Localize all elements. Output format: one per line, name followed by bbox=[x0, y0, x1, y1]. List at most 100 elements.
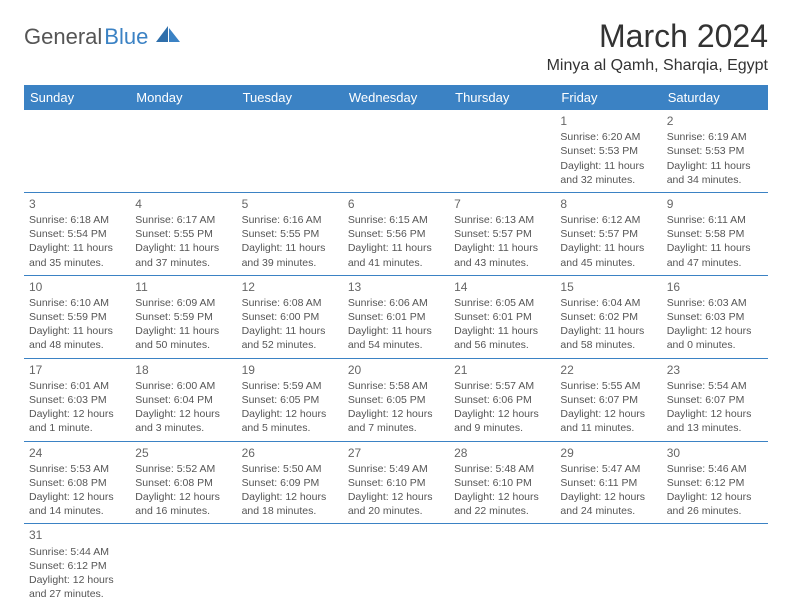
calendar-cell: 25Sunrise: 5:52 AMSunset: 6:08 PMDayligh… bbox=[130, 441, 236, 524]
calendar-cell: 27Sunrise: 5:49 AMSunset: 6:10 PMDayligh… bbox=[343, 441, 449, 524]
calendar-cell: 26Sunrise: 5:50 AMSunset: 6:09 PMDayligh… bbox=[237, 441, 343, 524]
calendar-cell-empty bbox=[130, 110, 236, 192]
day-header: Thursday bbox=[449, 85, 555, 110]
calendar-table: Sunday Monday Tuesday Wednesday Thursday… bbox=[24, 85, 768, 606]
calendar-cell: 29Sunrise: 5:47 AMSunset: 6:11 PMDayligh… bbox=[555, 441, 661, 524]
calendar-cell: 11Sunrise: 6:09 AMSunset: 5:59 PMDayligh… bbox=[130, 275, 236, 358]
day-number: 15 bbox=[560, 279, 656, 295]
sunrise-text: Sunrise: 6:15 AM bbox=[348, 213, 444, 227]
day-number: 13 bbox=[348, 279, 444, 295]
calendar-cell: 21Sunrise: 5:57 AMSunset: 6:06 PMDayligh… bbox=[449, 358, 555, 441]
location: Minya al Qamh, Sharqia, Egypt bbox=[547, 57, 768, 75]
calendar-cell: 3Sunrise: 6:18 AMSunset: 5:54 PMDaylight… bbox=[24, 192, 130, 275]
day-number: 11 bbox=[135, 279, 231, 295]
day-number: 27 bbox=[348, 445, 444, 461]
sunrise-text: Sunrise: 6:16 AM bbox=[242, 213, 338, 227]
sunset-text: Sunset: 5:58 PM bbox=[667, 227, 763, 241]
sunset-text: Sunset: 5:59 PM bbox=[29, 310, 125, 324]
sunrise-text: Sunrise: 5:50 AM bbox=[242, 462, 338, 476]
day-number: 28 bbox=[454, 445, 550, 461]
day-number: 14 bbox=[454, 279, 550, 295]
sunset-text: Sunset: 6:05 PM bbox=[348, 393, 444, 407]
sunrise-text: Sunrise: 6:12 AM bbox=[560, 213, 656, 227]
sunset-text: Sunset: 6:12 PM bbox=[29, 559, 125, 573]
sunrise-text: Sunrise: 6:11 AM bbox=[667, 213, 763, 227]
sunset-text: Sunset: 5:57 PM bbox=[560, 227, 656, 241]
daylight-text: Daylight: 11 hours and 32 minutes. bbox=[560, 159, 656, 187]
sunset-text: Sunset: 6:10 PM bbox=[454, 476, 550, 490]
daylight-text: Daylight: 12 hours and 26 minutes. bbox=[667, 490, 763, 518]
daylight-text: Daylight: 12 hours and 0 minutes. bbox=[667, 324, 763, 352]
calendar-cell: 16Sunrise: 6:03 AMSunset: 6:03 PMDayligh… bbox=[662, 275, 768, 358]
daylight-text: Daylight: 12 hours and 5 minutes. bbox=[242, 407, 338, 435]
day-number: 20 bbox=[348, 362, 444, 378]
sunset-text: Sunset: 6:03 PM bbox=[667, 310, 763, 324]
day-number: 24 bbox=[29, 445, 125, 461]
sunrise-text: Sunrise: 5:53 AM bbox=[29, 462, 125, 476]
day-number: 23 bbox=[667, 362, 763, 378]
calendar-cell: 10Sunrise: 6:10 AMSunset: 5:59 PMDayligh… bbox=[24, 275, 130, 358]
calendar-cell-empty bbox=[130, 524, 236, 606]
header: GeneralBlue March 2024 Minya al Qamh, Sh… bbox=[24, 18, 768, 81]
daylight-text: Daylight: 11 hours and 52 minutes. bbox=[242, 324, 338, 352]
calendar-cell: 28Sunrise: 5:48 AMSunset: 6:10 PMDayligh… bbox=[449, 441, 555, 524]
sunset-text: Sunset: 5:55 PM bbox=[135, 227, 231, 241]
sunset-text: Sunset: 6:08 PM bbox=[29, 476, 125, 490]
sunrise-text: Sunrise: 5:55 AM bbox=[560, 379, 656, 393]
day-header: Sunday bbox=[24, 85, 130, 110]
sunrise-text: Sunrise: 5:46 AM bbox=[667, 462, 763, 476]
daylight-text: Daylight: 12 hours and 24 minutes. bbox=[560, 490, 656, 518]
calendar-cell: 9Sunrise: 6:11 AMSunset: 5:58 PMDaylight… bbox=[662, 192, 768, 275]
calendar-cell: 7Sunrise: 6:13 AMSunset: 5:57 PMDaylight… bbox=[449, 192, 555, 275]
day-number: 12 bbox=[242, 279, 338, 295]
sunset-text: Sunset: 5:57 PM bbox=[454, 227, 550, 241]
sunrise-text: Sunrise: 6:08 AM bbox=[242, 296, 338, 310]
day-number: 8 bbox=[560, 196, 656, 212]
daylight-text: Daylight: 11 hours and 54 minutes. bbox=[348, 324, 444, 352]
day-number: 21 bbox=[454, 362, 550, 378]
sunset-text: Sunset: 6:03 PM bbox=[29, 393, 125, 407]
day-number: 7 bbox=[454, 196, 550, 212]
sunset-text: Sunset: 6:12 PM bbox=[667, 476, 763, 490]
sunset-text: Sunset: 5:59 PM bbox=[135, 310, 231, 324]
sunset-text: Sunset: 6:02 PM bbox=[560, 310, 656, 324]
sunset-text: Sunset: 6:06 PM bbox=[454, 393, 550, 407]
calendar-cell: 4Sunrise: 6:17 AMSunset: 5:55 PMDaylight… bbox=[130, 192, 236, 275]
day-number: 6 bbox=[348, 196, 444, 212]
calendar-cell-empty bbox=[449, 524, 555, 606]
month-title: March 2024 bbox=[547, 18, 768, 55]
sunset-text: Sunset: 6:01 PM bbox=[348, 310, 444, 324]
sunset-text: Sunset: 6:05 PM bbox=[242, 393, 338, 407]
logo-text-2: Blue bbox=[104, 24, 148, 50]
sunrise-text: Sunrise: 6:01 AM bbox=[29, 379, 125, 393]
day-number: 31 bbox=[29, 527, 125, 543]
day-number: 5 bbox=[242, 196, 338, 212]
sunrise-text: Sunrise: 5:48 AM bbox=[454, 462, 550, 476]
sunset-text: Sunset: 6:11 PM bbox=[560, 476, 656, 490]
calendar-cell-empty bbox=[24, 110, 130, 192]
calendar-cell: 1Sunrise: 6:20 AMSunset: 5:53 PMDaylight… bbox=[555, 110, 661, 192]
day-header: Tuesday bbox=[237, 85, 343, 110]
daylight-text: Daylight: 11 hours and 47 minutes. bbox=[667, 241, 763, 269]
day-header: Monday bbox=[130, 85, 236, 110]
sunset-text: Sunset: 6:10 PM bbox=[348, 476, 444, 490]
sunrise-text: Sunrise: 5:58 AM bbox=[348, 379, 444, 393]
calendar-cell-empty bbox=[343, 110, 449, 192]
day-number: 2 bbox=[667, 113, 763, 129]
day-number: 3 bbox=[29, 196, 125, 212]
sunset-text: Sunset: 6:08 PM bbox=[135, 476, 231, 490]
calendar-body: 1Sunrise: 6:20 AMSunset: 5:53 PMDaylight… bbox=[24, 110, 768, 606]
sunset-text: Sunset: 6:07 PM bbox=[667, 393, 763, 407]
daylight-text: Daylight: 12 hours and 11 minutes. bbox=[560, 407, 656, 435]
calendar-cell: 30Sunrise: 5:46 AMSunset: 6:12 PMDayligh… bbox=[662, 441, 768, 524]
day-number: 17 bbox=[29, 362, 125, 378]
daylight-text: Daylight: 12 hours and 9 minutes. bbox=[454, 407, 550, 435]
day-number: 25 bbox=[135, 445, 231, 461]
day-number: 1 bbox=[560, 113, 656, 129]
sunrise-text: Sunrise: 6:04 AM bbox=[560, 296, 656, 310]
sunset-text: Sunset: 5:55 PM bbox=[242, 227, 338, 241]
day-number: 26 bbox=[242, 445, 338, 461]
daylight-text: Daylight: 12 hours and 13 minutes. bbox=[667, 407, 763, 435]
day-number: 19 bbox=[242, 362, 338, 378]
sunrise-text: Sunrise: 6:17 AM bbox=[135, 213, 231, 227]
